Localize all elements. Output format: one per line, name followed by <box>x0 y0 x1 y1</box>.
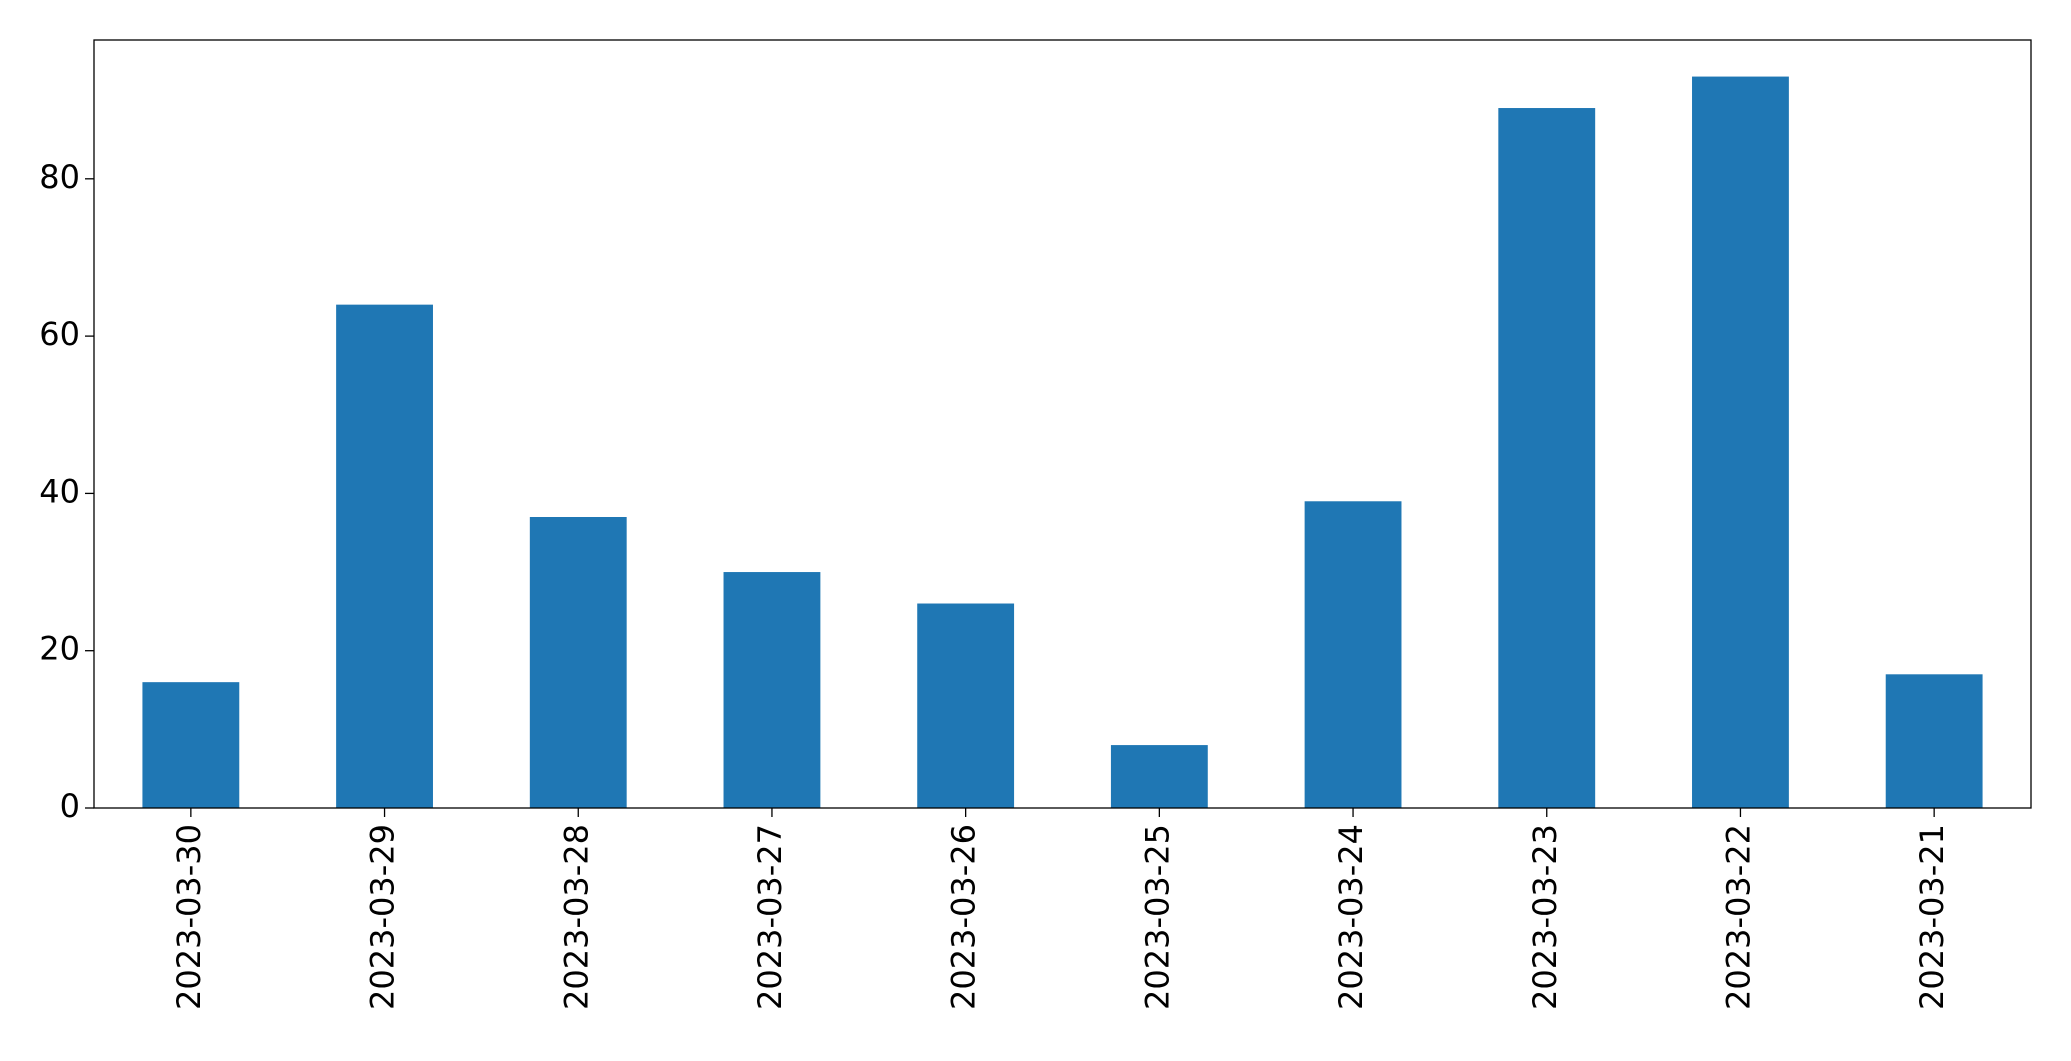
x-tick-label: 2023-03-22 <box>1719 824 1757 1010</box>
y-tick-label: 0 <box>60 787 80 825</box>
x-tick-label: 2023-03-23 <box>1526 824 1564 1010</box>
bar <box>1692 76 1789 809</box>
x-tick-label: 2023-03-24 <box>1332 824 1370 1010</box>
bar <box>917 603 1015 808</box>
x-tick-label: 2023-03-28 <box>557 824 595 1010</box>
x-tick-label: 2023-03-26 <box>945 824 983 1010</box>
x-tick-label: 2023-03-27 <box>751 824 789 1010</box>
bar <box>723 572 821 808</box>
x-tick-label: 2023-03-25 <box>1138 824 1176 1010</box>
bar <box>1110 745 1208 808</box>
bar <box>529 517 627 808</box>
x-tick-label: 2023-03-21 <box>1913 824 1951 1010</box>
x-tick-label: 2023-03-30 <box>170 824 208 1010</box>
x-tick-label: 2023-03-29 <box>364 824 402 1010</box>
bar <box>1885 674 1983 808</box>
y-tick-label: 80 <box>39 158 80 196</box>
y-tick-label: 40 <box>39 472 80 510</box>
bar <box>1498 108 1596 809</box>
y-tick-label: 20 <box>39 630 80 668</box>
y-tick-label: 60 <box>39 315 80 353</box>
bar <box>1304 501 1402 808</box>
bar <box>336 304 433 808</box>
plot-frame <box>93 39 2032 809</box>
bar <box>142 682 240 808</box>
